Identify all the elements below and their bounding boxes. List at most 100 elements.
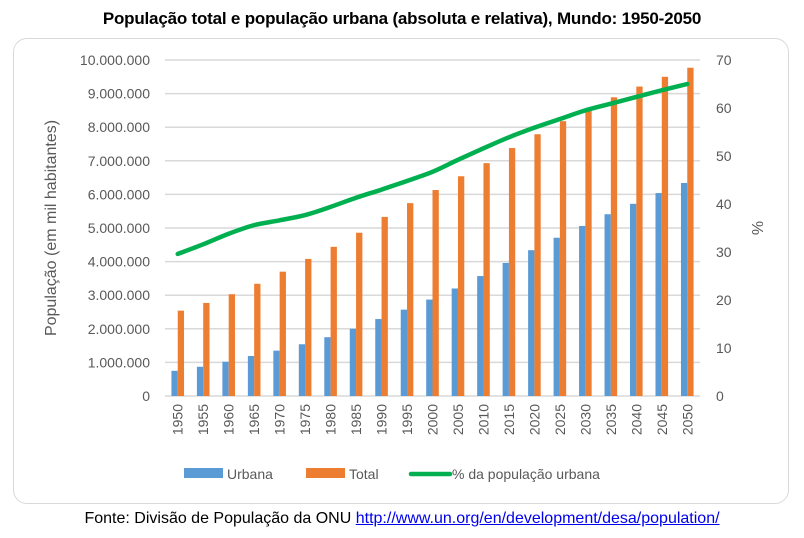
y-axis-ticks: 0 1.000.000 2.000.000 3.000.000 4.000.000 5.0… bbox=[80, 52, 150, 404]
y-tick-label: 1.000.000 bbox=[88, 354, 150, 370]
y2-tick-label: 50 bbox=[716, 148, 732, 164]
bar-urbana bbox=[400, 309, 408, 396]
bar-total bbox=[279, 271, 286, 396]
bar-urbana bbox=[630, 203, 637, 396]
x-tick-label: 2015 bbox=[501, 404, 517, 435]
source-label: Fonte: Divisão de População da ONU bbox=[84, 510, 352, 527]
y2-tick-label: 40 bbox=[716, 196, 732, 212]
y2-tick-label: 0 bbox=[716, 388, 724, 404]
percent-line bbox=[175, 81, 690, 257]
bar-total bbox=[228, 294, 235, 396]
bar-total bbox=[305, 258, 312, 396]
y-tick-label: 7.000.000 bbox=[88, 153, 150, 169]
bar-urbana bbox=[349, 328, 357, 396]
y-tick-label: 3.000.000 bbox=[88, 287, 150, 303]
bar-urbana bbox=[451, 288, 458, 396]
y2-tick-label: 60 bbox=[716, 100, 732, 116]
bar-urbana bbox=[375, 319, 382, 396]
y-tick-label: 9.000.000 bbox=[88, 86, 150, 102]
bar-urbana bbox=[680, 182, 688, 396]
bar-total bbox=[254, 283, 261, 396]
bar-urbana bbox=[579, 225, 586, 396]
legend-label-total: Total bbox=[349, 466, 379, 482]
bar-urbana bbox=[298, 344, 306, 396]
bar-urbana bbox=[171, 370, 178, 396]
chart-title: População total e população urbana (abso… bbox=[102, 9, 702, 28]
bar-total bbox=[457, 176, 465, 396]
bar-total bbox=[661, 76, 669, 397]
bar-urbana bbox=[196, 366, 204, 396]
bar-total bbox=[687, 67, 694, 396]
y-tick-label: 0 bbox=[142, 388, 150, 404]
bar-total bbox=[203, 302, 210, 396]
y-tick-label: 4.000.000 bbox=[88, 254, 150, 270]
bar-total bbox=[330, 246, 337, 396]
x-axis-ticks: 1950 1955 1960 1965 1970 1975 1980 1985 1990 1995… bbox=[170, 404, 696, 435]
bar-total bbox=[381, 216, 388, 396]
y2-axis-label: % bbox=[748, 221, 765, 235]
bar-total bbox=[356, 232, 363, 396]
x-tick-label: 2005 bbox=[450, 404, 466, 435]
legend-label-percent: % da população urbana bbox=[452, 466, 600, 482]
x-tick-label: 2045 bbox=[654, 404, 670, 435]
x-tick-label: 1975 bbox=[297, 404, 313, 435]
bar-urbana bbox=[273, 350, 280, 396]
x-tick-label: 2050 bbox=[679, 404, 695, 435]
bar-total bbox=[483, 163, 490, 396]
y2-tick-label: 30 bbox=[716, 244, 732, 260]
bar-urbana bbox=[502, 262, 509, 396]
x-tick-label: 2020 bbox=[526, 404, 542, 435]
legend-swatch-total bbox=[306, 468, 345, 478]
x-tick-label: 2000 bbox=[425, 404, 441, 435]
bar-total bbox=[534, 134, 541, 397]
bar-urbana bbox=[324, 337, 331, 396]
x-tick-label: 2035 bbox=[603, 404, 619, 435]
bar-total bbox=[636, 86, 643, 396]
y-tick-label: 10.000.000 bbox=[80, 52, 150, 68]
bar-urbana bbox=[604, 214, 611, 396]
x-tick-label: 1955 bbox=[195, 404, 211, 435]
bar-total bbox=[407, 203, 414, 396]
bar-total bbox=[610, 97, 618, 397]
source-link[interactable]: http://www.un.org/en/development/desa/po… bbox=[355, 510, 720, 527]
bar-total bbox=[432, 190, 439, 396]
source-note: Fonte: Divisão de População da ONU http:… bbox=[0, 510, 804, 528]
x-tick-label: 1965 bbox=[246, 404, 262, 435]
y-tick-label: 8.000.000 bbox=[88, 119, 150, 135]
legend-swatch-urbana bbox=[184, 468, 223, 478]
x-tick-label: 1960 bbox=[221, 404, 237, 435]
y-axis-label: População (em mil habitantes) bbox=[43, 120, 60, 336]
bar-urbana bbox=[477, 276, 484, 396]
legend: Urbana Total % da população urbana bbox=[184, 466, 600, 482]
bar-total bbox=[585, 108, 592, 396]
x-tick-label: 1980 bbox=[323, 404, 339, 435]
x-tick-label: 1950 bbox=[170, 404, 186, 435]
bar-urbana bbox=[553, 237, 560, 396]
bar-total bbox=[559, 121, 567, 396]
x-tick-label: 2030 bbox=[577, 404, 593, 435]
y2-tick-label: 10 bbox=[716, 340, 732, 356]
x-tick-label: 1970 bbox=[272, 404, 288, 435]
x-tick-label: 2025 bbox=[552, 404, 568, 435]
y-tick-label: 2.000.000 bbox=[88, 321, 150, 337]
y2-tick-label: 20 bbox=[716, 292, 732, 308]
y2-tick-label: 70 bbox=[716, 52, 732, 68]
y-tick-label: 6.000.000 bbox=[88, 186, 150, 202]
bar-total bbox=[508, 148, 516, 396]
bar-urbana bbox=[222, 361, 229, 396]
x-tick-label: 1990 bbox=[374, 404, 390, 435]
legend-label-urbana: Urbana bbox=[227, 466, 273, 482]
bar-urbana bbox=[655, 193, 662, 396]
bars bbox=[171, 67, 694, 397]
y-tick-label: 5.000.000 bbox=[88, 220, 150, 236]
y2-axis-ticks: 0 10 20 30 40 50 60 70 bbox=[716, 52, 732, 404]
bar-urbana bbox=[528, 250, 535, 396]
x-tick-label: 1985 bbox=[348, 404, 364, 435]
x-tick-label: 1995 bbox=[399, 404, 415, 435]
bar-urbana bbox=[426, 299, 433, 396]
bar-urbana bbox=[247, 356, 255, 396]
x-tick-label: 2010 bbox=[475, 404, 491, 435]
bar-total bbox=[177, 310, 185, 396]
x-tick-label: 2040 bbox=[628, 404, 644, 435]
